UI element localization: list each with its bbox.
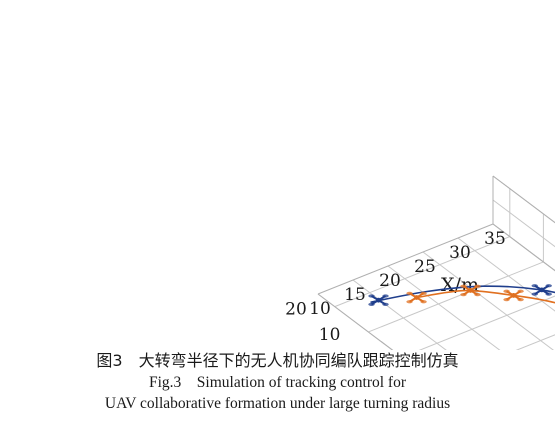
x-tick-label: 35: [484, 229, 506, 249]
caption-chinese: 图3 大转弯半径下的无人机协同编队跟踪控制仿真: [96, 351, 459, 370]
follower-trajectory-line: [416, 289, 555, 304]
x-tick-label: 15: [344, 285, 366, 305]
x-tick-label: 10: [309, 299, 331, 319]
follower-uav-marker: [460, 284, 481, 297]
leader-uav-marker: [531, 284, 552, 296]
back-wall-grid-hline: [503, 339, 555, 350]
floor-grid-x-line: [387, 265, 501, 350]
floor-grid-y-line: [368, 261, 544, 333]
floor-grid-y-line: [515, 334, 555, 350]
floor-grid-y-line: [334, 236, 510, 308]
follower-uav-marker: [406, 291, 427, 304]
follower-uav-marker: [503, 289, 524, 302]
leader-trajectory-line: [370, 285, 555, 304]
floor-grid-x-line: [422, 251, 554, 350]
leader-uav-marker: [368, 294, 389, 306]
figure-caption: 图3 大转弯半径下的无人机协同编队跟踪控制仿真 Fig.3 Simulation…: [0, 350, 555, 414]
caption-english-line-1: Fig.3 Simulation of tracking control for: [148, 374, 406, 391]
floor-grid-x-line: [457, 237, 555, 312]
y-tick-label: 20: [285, 300, 307, 320]
x-tick-label: 20: [379, 271, 401, 291]
x-tick-label: 30: [449, 243, 471, 263]
axis-box-edge: [492, 175, 555, 224]
side-wall-grid-hline: [492, 199, 555, 248]
axis-box-edge: [317, 293, 394, 350]
x-tick-label: 25: [414, 257, 436, 277]
axis-box-edge: [317, 223, 494, 295]
floor-grid-y-line: [418, 295, 555, 350]
axis-box-edge: [492, 223, 555, 272]
caption-english-line-2: UAV collaborative formation under large …: [104, 395, 451, 412]
y-tick-label: 10: [319, 325, 341, 345]
